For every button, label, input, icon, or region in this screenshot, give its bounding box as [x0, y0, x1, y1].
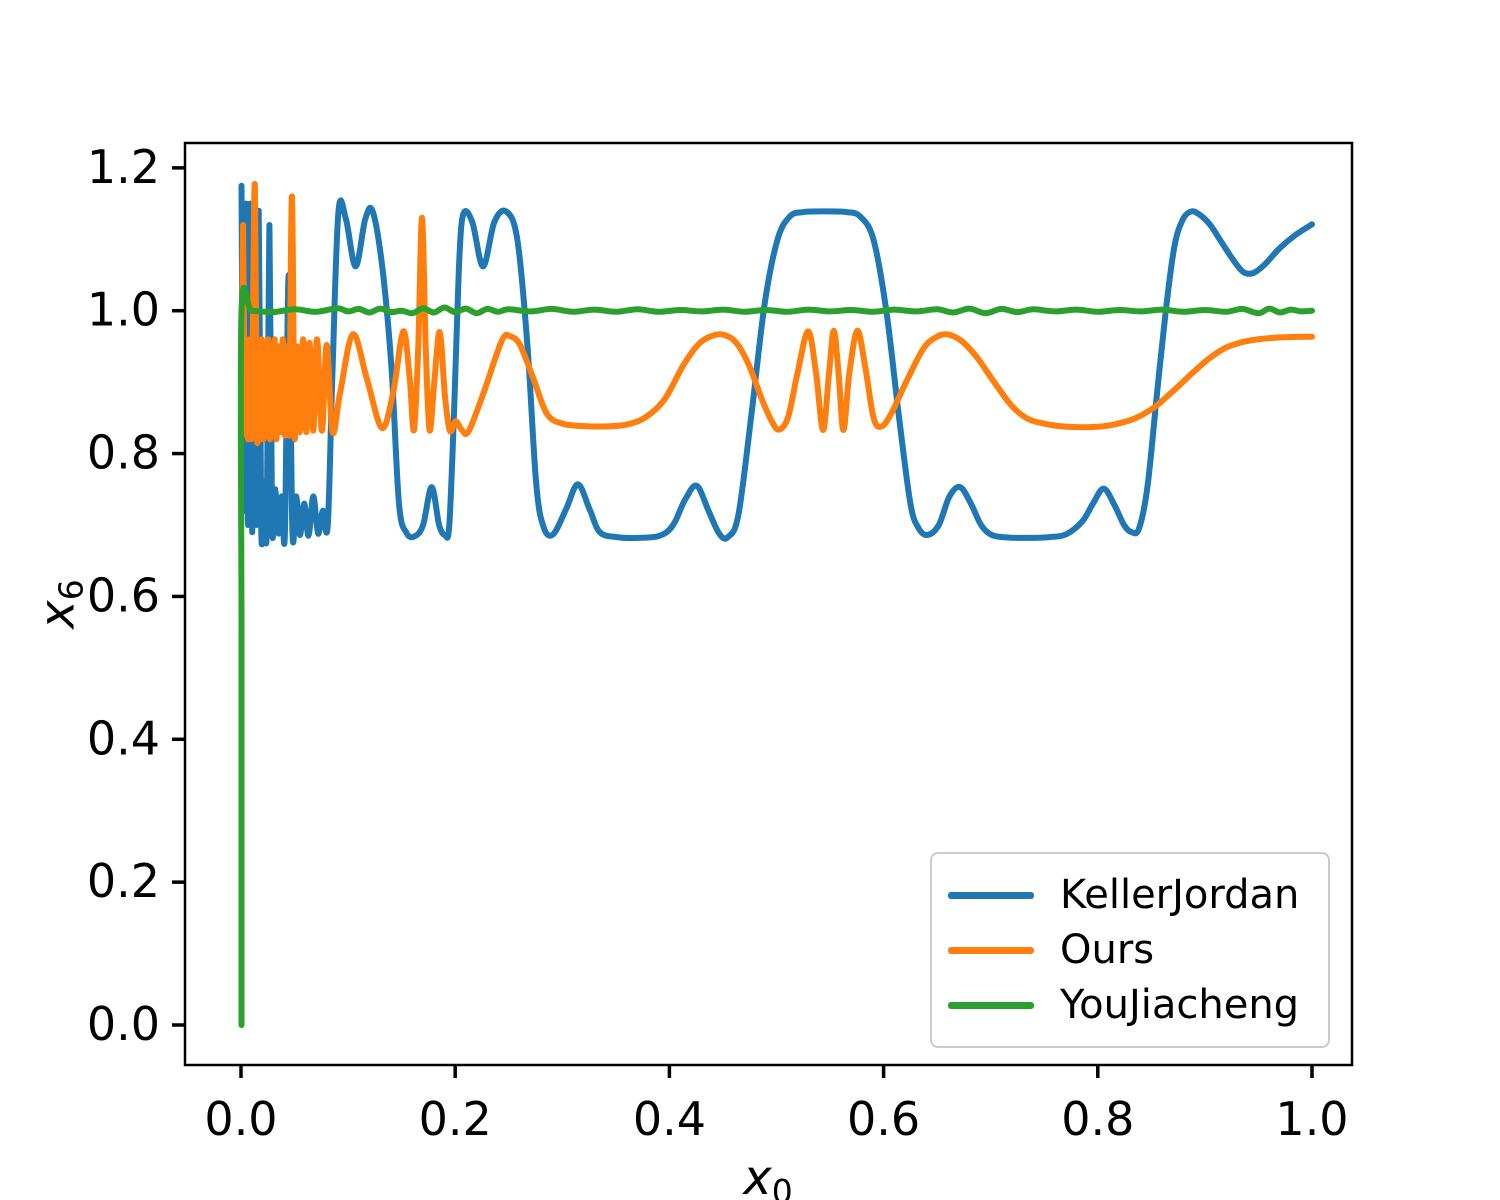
y-tick-label: 0.8 — [87, 426, 160, 480]
plot-area — [237, 180, 1315, 1028]
legend-line-sample-green — [948, 1001, 1034, 1009]
legend: KellerJordan Ours YouJiacheng — [930, 852, 1330, 1048]
y-tick-label: 0.4 — [87, 711, 160, 765]
legend-line-sample-orange — [948, 946, 1034, 954]
y-axis-label-base: x — [29, 600, 86, 629]
x-tick-label: 0.6 — [847, 1092, 920, 1146]
y-tick-label: 0.0 — [87, 997, 160, 1051]
legend-label: Ours — [1060, 927, 1155, 973]
y-tick-label: 1.2 — [87, 140, 160, 194]
series-line-ours — [238, 180, 1315, 447]
x-tick-label: 0.4 — [633, 1092, 706, 1146]
y-tick-label: 1.0 — [87, 283, 160, 337]
y-tick-label: 0.6 — [87, 568, 160, 622]
legend-label: YouJiacheng — [1060, 982, 1300, 1028]
y-axis-label: x6 — [30, 579, 91, 628]
x-tick-label: 0.2 — [419, 1092, 492, 1146]
series-line-kellerjordan — [238, 182, 1315, 548]
legend-label: KellerJordan — [1060, 872, 1300, 918]
legend-entry-kellerjordan: KellerJordan — [948, 875, 1328, 915]
legend-line-sample-blue — [948, 891, 1034, 899]
axes-frame — [183, 141, 1354, 1067]
x-tick-label: 0.0 — [204, 1092, 277, 1146]
legend-entry-ours: Ours — [948, 930, 1328, 970]
x-tick-label: 0.8 — [1061, 1092, 1134, 1146]
legend-entry-youjiacheng: YouJiacheng — [948, 985, 1328, 1025]
x-axis-label-base: x — [743, 1150, 772, 1200]
x-tick-label: 1.0 — [1275, 1092, 1348, 1146]
x-axis-label-subscript: 0 — [771, 1172, 793, 1200]
x-axis-label: x0 — [743, 1150, 792, 1200]
y-axis-label-subscript: 6 — [51, 579, 91, 601]
y-tick-label: 0.2 — [87, 854, 160, 908]
series-line-youjiacheng — [237, 284, 1315, 1028]
